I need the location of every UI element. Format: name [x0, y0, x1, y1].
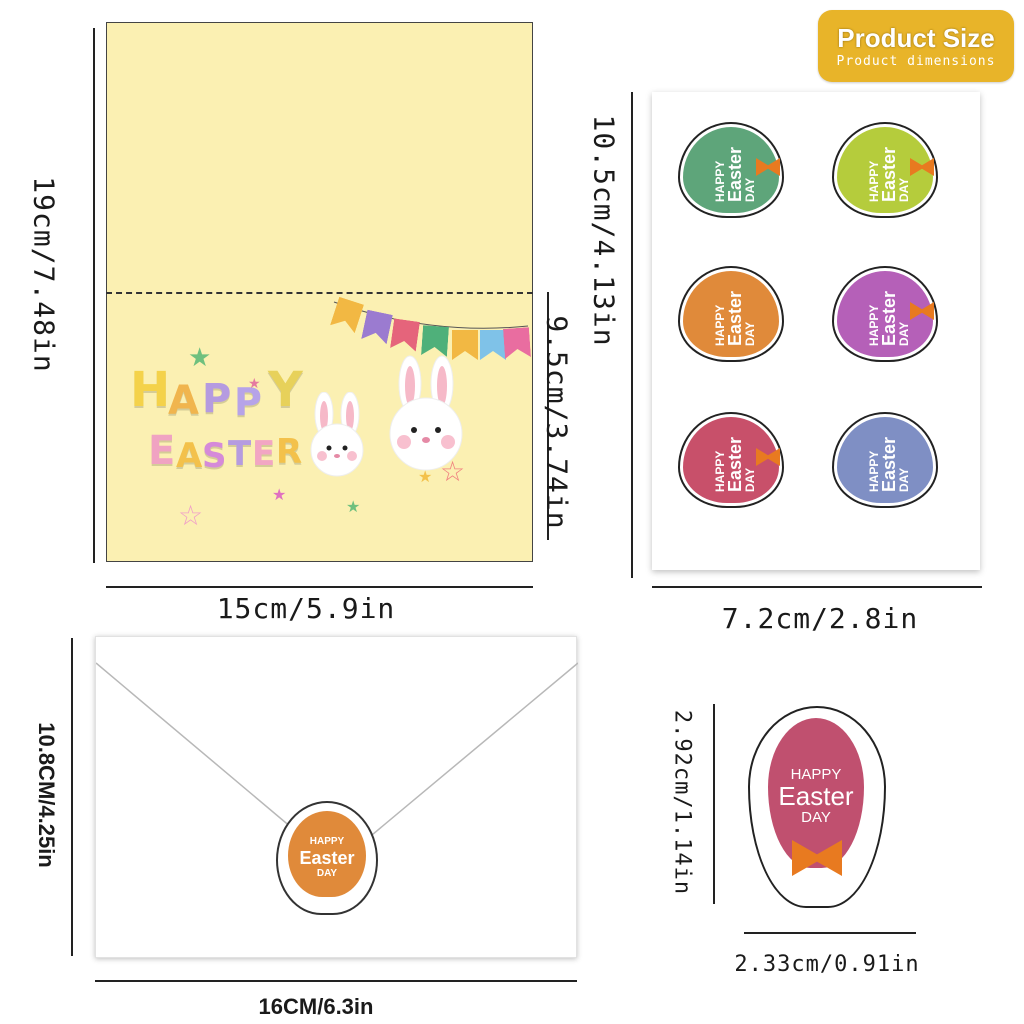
star-icon: ☆: [178, 500, 204, 531]
card-lower-height-line: [547, 292, 549, 540]
card-width-line: [106, 586, 533, 588]
card-fold-line: [106, 292, 533, 294]
sticker-purple: HAPPY Easter DAY: [824, 260, 944, 364]
star-icon: ☆: [440, 456, 466, 487]
star-icon: ★: [346, 499, 361, 516]
badge-title: Product Size: [837, 23, 995, 53]
envelope: HAPPY Easter DAY: [95, 636, 578, 958]
sticker-blue: HAPPY Easter DAY: [824, 406, 944, 510]
card-height-label: 19cm/7.48in: [27, 176, 61, 373]
sticker-rose: HAPPY Easter DAY: [670, 406, 790, 510]
bunting: [330, 296, 530, 366]
badge-subtitle: Product dimensions: [836, 54, 996, 69]
small-bunny-illustration: [302, 391, 372, 482]
sticker-width-line: [744, 932, 916, 934]
envelope-height-label: 10.8CM/4.25in: [34, 722, 59, 868]
sheet-height-line: [631, 92, 633, 578]
envelope-seal-sticker: HAPPY Easter DAY: [274, 801, 384, 919]
happy-lettering: H A P P Y: [130, 362, 303, 424]
sheet-width-label: 7.2cm/2.8in: [721, 602, 919, 635]
sticker-orange: HAPPY Easter DAY: [670, 260, 790, 364]
sticker-width-label: 2.33cm/0.91in: [734, 952, 920, 977]
sticker-green: HAPPY Easter DAY: [670, 116, 790, 220]
star-icon: ★: [272, 487, 287, 504]
star-icon: ★: [248, 375, 261, 391]
product-size-badge: Product Size Product dimensions: [818, 10, 1014, 82]
sticker-lime: HAPPY Easter DAY: [824, 116, 944, 220]
large-bunny-illustration: [380, 354, 472, 474]
star-icon: ★: [418, 469, 433, 486]
sticker-height-line: [713, 704, 715, 904]
sheet-width-line: [652, 586, 982, 588]
envelope-width-label: 16CM/6.3in: [258, 994, 374, 1019]
envelope-width-line: [95, 980, 577, 982]
envelope-height-line: [71, 638, 73, 956]
star-icon: ★: [188, 342, 212, 372]
sticker-height-label: 2.92cm/1.14in: [669, 709, 695, 896]
sheet-height-label: 10.5cm/4.13in: [587, 114, 621, 347]
card-height-line: [93, 28, 95, 563]
card-lower-height-label: 9.5cm/3.74in: [540, 315, 574, 530]
sticker-sheet: HAPPY Easter DAY HAPPY Easter DAY HAPPY Easte…: [652, 92, 980, 570]
easter-lettering: E A S T E R: [148, 428, 303, 476]
card-width-label: 15cm/5.9in: [216, 592, 396, 625]
single-sticker: HAPPY Easter DAY: [768, 718, 864, 868]
